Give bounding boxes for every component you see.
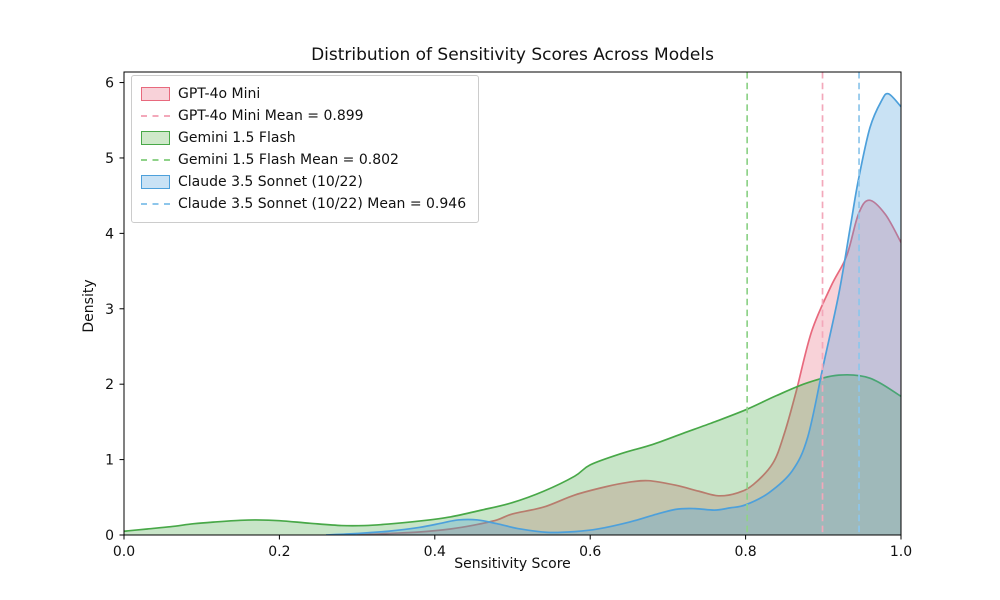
y-tick-label: 1 [105,453,114,469]
x-tick-label: 0.2 [268,544,290,560]
legend-item-gpt4o-mini: GPT-4o Mini [141,83,466,105]
claude-sonnet-mean-dashed-swatch [141,203,170,205]
legend-item-label: Claude 3.5 Sonnet (10/22) [178,174,363,190]
y-tick-label: 6 [105,76,114,92]
legend-item-gpt4o-mini-mean: GPT-4o Mini Mean = 0.899 [141,105,466,127]
legend-item-label: Claude 3.5 Sonnet (10/22) Mean = 0.946 [178,196,467,212]
x-tick-label: 0.8 [734,544,756,560]
gpt4o-mini-mean-dashed-swatch [141,115,170,117]
y-tick-label: 4 [105,226,114,242]
y-tick-label: 5 [105,151,114,167]
legend-item-gemini-flash-mean: Gemini 1.5 Flash Mean = 0.802 [141,149,466,171]
kde-fill-1 [124,374,901,535]
legend-item-label: Gemini 1.5 Flash Mean = 0.802 [178,152,399,168]
x-tick-label: 0.6 [579,544,601,560]
legend-item-claude-sonnet-mean: Claude 3.5 Sonnet (10/22) Mean = 0.946 [141,193,466,215]
kde-line-1 [124,373,901,533]
y-tick-label: 0 [105,528,114,544]
axes-spines [123,71,902,536]
kde-curves [124,72,901,535]
kde-line-0 [357,199,901,535]
x-axis-label: Sensitivity Score [454,556,571,572]
claude-sonnet-patch-swatch [141,175,170,189]
gemini-flash-patch-swatch [141,131,170,145]
x-axis-ticks: 0.0 0.2 0.4 0.6 0.8 1.0 [113,535,912,560]
y-axis-label: Density [81,279,97,333]
legend: GPT-4o Mini GPT-4o Mini Mean = 0.899 Gem… [131,75,480,223]
legend-item-gemini-flash: Gemini 1.5 Flash [141,127,466,149]
kde-fill-2 [326,93,901,535]
kde-fill-0 [357,200,901,535]
x-tick-label: 1.0 [890,544,912,560]
legend-item-label: GPT-4o Mini Mean = 0.899 [178,108,364,124]
y-axis-ticks: 0 1 2 3 4 5 6 [105,76,124,544]
gemini-flash-mean-dashed-swatch [141,159,170,161]
gpt4o-mini-patch-swatch [141,87,170,101]
y-tick-label: 3 [105,302,114,318]
chart-title: Distribution of Sensitivity Scores Acros… [311,45,714,65]
y-tick-label: 2 [105,377,114,393]
legend-item-claude-sonnet: Claude 3.5 Sonnet (10/22) [141,171,466,193]
legend-item-label: GPT-4o Mini [178,86,261,102]
x-tick-label: 0.0 [113,544,135,560]
legend-item-label: Gemini 1.5 Flash [178,130,296,146]
x-tick-label: 0.4 [424,544,446,560]
kde-line-2 [325,92,901,535]
